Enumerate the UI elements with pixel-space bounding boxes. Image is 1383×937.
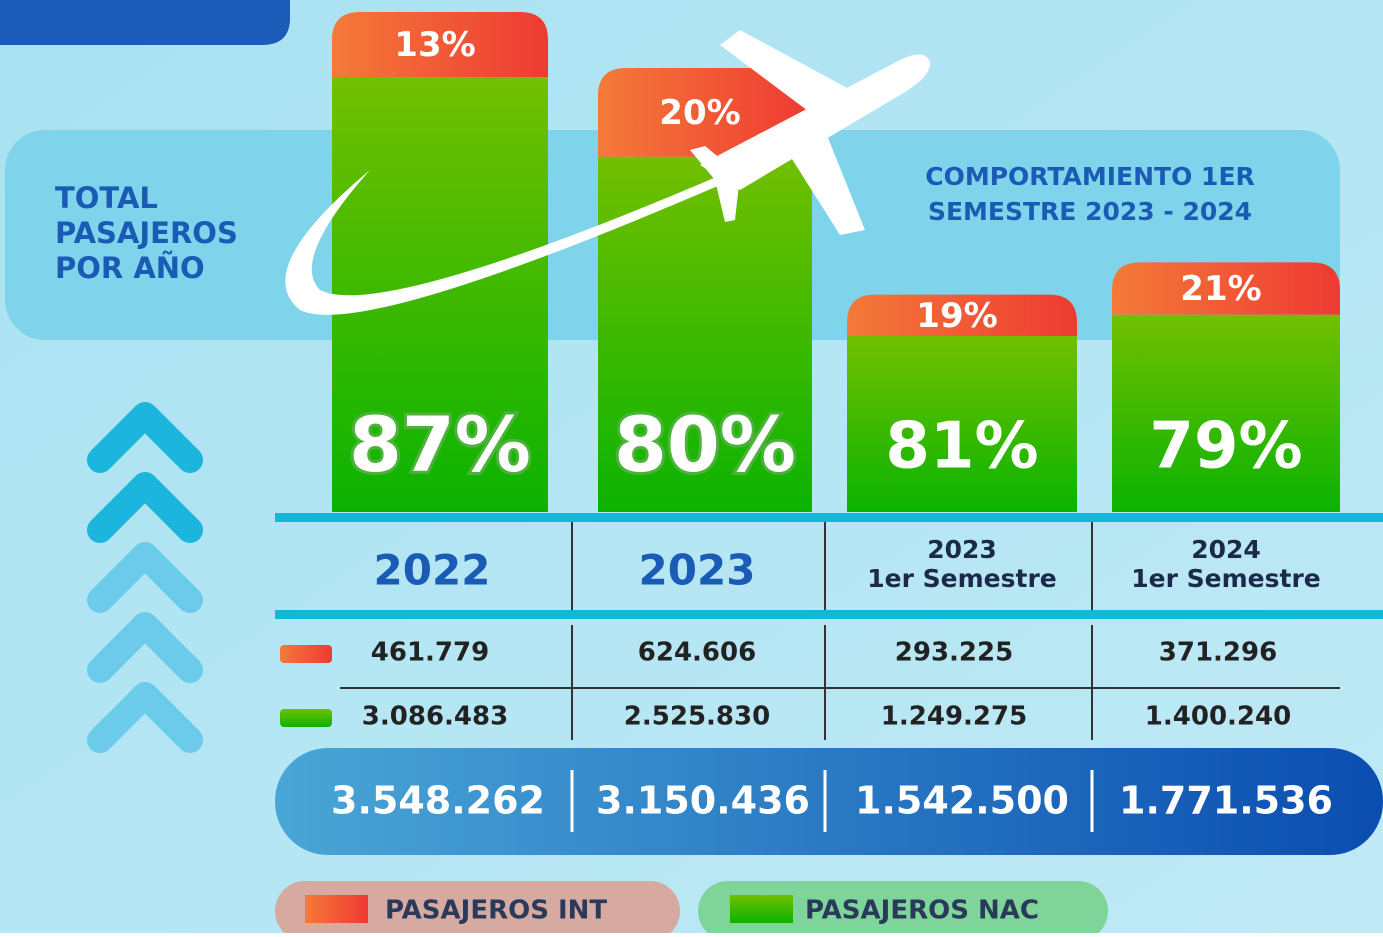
legend-pill bbox=[698, 881, 1108, 937]
legend-label: PASAJEROS NAC bbox=[805, 896, 1039, 926]
bar-int bbox=[332, 12, 548, 77]
column-heading: 2023 bbox=[927, 535, 997, 564]
row-swatch bbox=[280, 645, 332, 663]
pct-nac-label: 81% bbox=[885, 410, 1038, 484]
legend-swatch bbox=[305, 895, 368, 923]
total-value: 3.548.262 bbox=[331, 779, 545, 823]
row-swatch bbox=[280, 709, 332, 727]
column-heading: 2024 bbox=[1191, 535, 1261, 564]
subtitle-line: COMPORTAMIENTO 1ER bbox=[925, 162, 1255, 191]
title-line: TOTAL bbox=[55, 181, 158, 215]
total-value: 3.150.436 bbox=[596, 779, 810, 823]
airplane bbox=[285, 30, 931, 315]
total-value: 1.771.536 bbox=[1119, 779, 1333, 823]
pct-int-label: 13% bbox=[394, 25, 475, 65]
subtitle-line: SEMESTRE 2023 - 2024 bbox=[928, 197, 1252, 226]
column-heading: 1er Semestre bbox=[1131, 564, 1320, 593]
pct-nac-label: 79% bbox=[1149, 410, 1302, 484]
rule bbox=[275, 610, 1383, 619]
int-value: 371.296 bbox=[1159, 638, 1277, 668]
pct-nac-label: 80% bbox=[614, 400, 796, 489]
pct-nac-label: 87% bbox=[349, 400, 531, 489]
bar-nac bbox=[1112, 314, 1340, 512]
totals-pill bbox=[275, 748, 1383, 855]
nac-value: 3.086.483 bbox=[362, 702, 508, 732]
bar-int bbox=[1112, 262, 1340, 315]
legend-label: PASAJEROS INT bbox=[385, 896, 607, 926]
pct-int-label: 20% bbox=[659, 93, 740, 133]
column-heading: 2023 bbox=[639, 546, 756, 595]
bar-int bbox=[847, 294, 1077, 336]
column-heading: 1er Semestre bbox=[867, 564, 1056, 593]
chevrons bbox=[87, 402, 203, 753]
rule bbox=[275, 513, 1383, 522]
pct-int-label: 21% bbox=[1180, 269, 1261, 309]
pct-int-label: 19% bbox=[916, 296, 997, 336]
total-separators bbox=[570, 770, 1094, 832]
total-value: 1.542.500 bbox=[855, 779, 1069, 823]
legend-pill bbox=[275, 881, 680, 937]
nac-value: 2.525.830 bbox=[624, 702, 770, 732]
int-value: 293.225 bbox=[895, 638, 1013, 668]
legend-swatch bbox=[730, 895, 793, 923]
corner-tab bbox=[0, 0, 290, 45]
column-heading: 2022 bbox=[374, 546, 491, 595]
int-value: 624.606 bbox=[638, 638, 756, 668]
bar-nac bbox=[847, 335, 1077, 512]
title-line: POR AÑO bbox=[55, 251, 205, 285]
nac-value: 1.249.275 bbox=[881, 702, 1027, 732]
separators bbox=[340, 522, 1340, 740]
title-line: PASAJEROS bbox=[55, 216, 238, 250]
nac-value: 1.400.240 bbox=[1145, 702, 1291, 732]
int-value: 461.779 bbox=[371, 638, 489, 668]
